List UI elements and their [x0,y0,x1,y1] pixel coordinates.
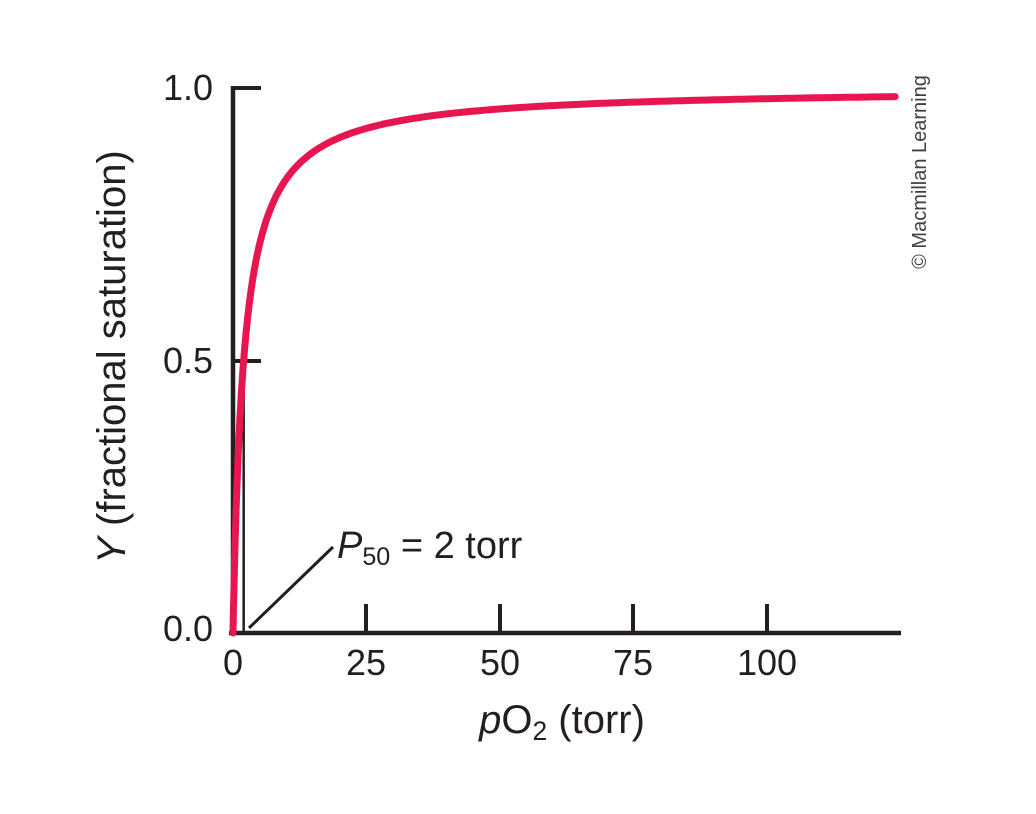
x-axis-title-main: O [501,698,533,742]
x-axis-title-italic: p [479,698,502,742]
y-tick-label-0.0: 0.0 [162,608,213,649]
annotation-pointer-line [247,545,335,630]
y-axis-title-rest: (fractional saturation) [90,150,134,538]
copyright-watermark: © Macmillan Learning [909,75,931,269]
y-tick-label-1.0: 1.0 [162,67,213,108]
y-axis-title-italic: Y [90,537,134,564]
binding-curve [229,93,899,637]
x-axis-title-subscript: 2 [532,716,548,747]
x-tick-label-75: 75 [612,642,654,683]
x-tick-label-0: 0 [222,642,244,683]
y-tick-label-0.5: 0.5 [162,340,213,381]
x-axis-title-rest: (torr) [547,698,645,742]
x-tick-label-100: 100 [736,642,798,683]
x-tick-label-50: 50 [479,642,521,683]
p50-annotation-subscript: 50 [362,543,391,572]
x-axis-title: pO2 (torr) [479,698,645,745]
p50-annotation-value: = 2 torr [390,525,523,567]
p50-annotation: P50 = 2 torr [337,524,523,572]
x-tick-label-25: 25 [345,642,387,683]
p50-annotation-symbol: P [337,525,363,567]
y-axis-title: Y (fractional saturation) [90,150,134,564]
